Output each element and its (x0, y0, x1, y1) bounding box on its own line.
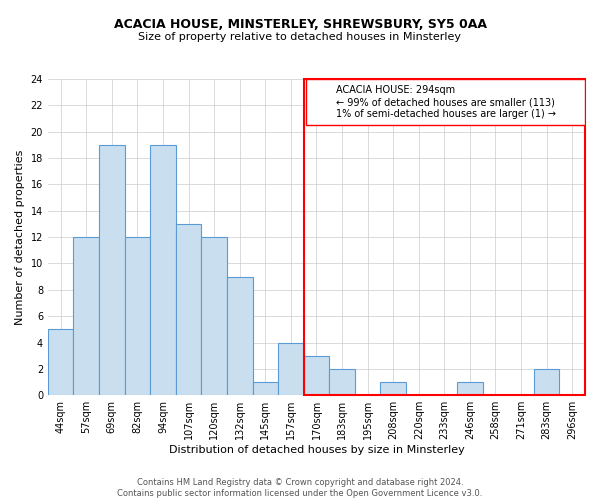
Text: Contains HM Land Registry data © Crown copyright and database right 2024.
Contai: Contains HM Land Registry data © Crown c… (118, 478, 482, 498)
Bar (278, 342, 304, 395)
Bar (304, 356, 329, 395)
Bar (150, 145, 176, 395)
Bar (227, 276, 253, 395)
Bar (304, 79, 585, 395)
Bar (329, 369, 355, 395)
Bar (253, 382, 278, 395)
Bar (48, 330, 73, 395)
X-axis label: Distribution of detached houses by size in Minsterley: Distribution of detached houses by size … (169, 445, 464, 455)
Y-axis label: Number of detached properties: Number of detached properties (15, 150, 25, 325)
Bar (176, 224, 202, 395)
Bar (125, 237, 150, 395)
Bar (73, 237, 99, 395)
Text: ACACIA HOUSE, MINSTERLEY, SHREWSBURY, SY5 0AA: ACACIA HOUSE, MINSTERLEY, SHREWSBURY, SY… (113, 18, 487, 30)
Bar (99, 145, 125, 395)
Text: ACACIA HOUSE: 294sqm
← 99% of detached houses are smaller (113)
1% of semi-detac: ACACIA HOUSE: 294sqm ← 99% of detached h… (335, 86, 556, 118)
Bar (306, 79, 585, 125)
Bar (202, 237, 227, 395)
Bar (457, 382, 482, 395)
Text: Size of property relative to detached houses in Minsterley: Size of property relative to detached ho… (139, 32, 461, 42)
Bar (380, 382, 406, 395)
Bar (534, 369, 559, 395)
